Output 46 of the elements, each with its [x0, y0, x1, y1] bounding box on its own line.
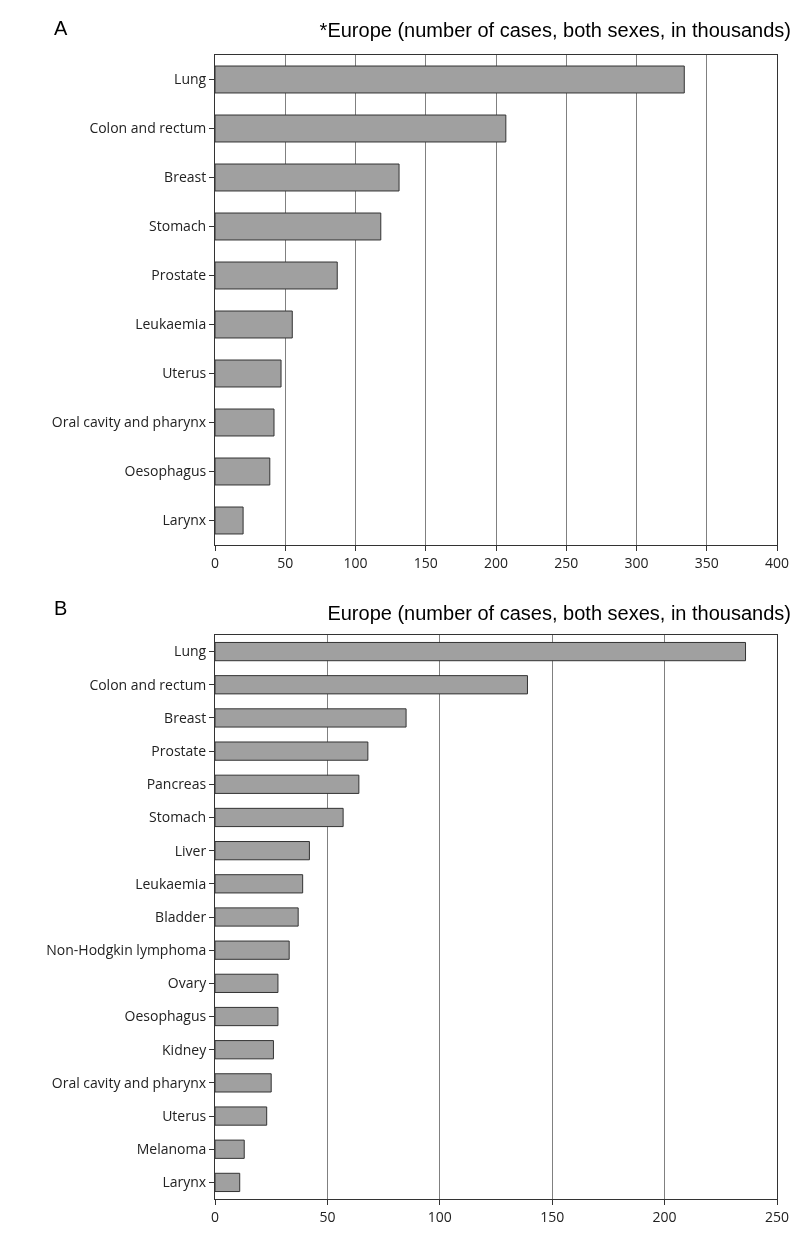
x-tick-label: 400 [764, 552, 790, 572]
x-tick-label: 350 [694, 552, 719, 572]
x-tick-label: 0 [210, 552, 220, 572]
y-tick-label: Oesophagus [124, 461, 207, 481]
y-tick-label: Stomach [149, 807, 207, 827]
y-tick-label: Kidney [162, 1039, 208, 1059]
x-tick-label: 150 [413, 552, 438, 572]
y-tick-label: Stomach [149, 216, 207, 236]
y-tick-label: Bladder [155, 906, 207, 926]
text: B [54, 597, 68, 619]
y-tick-label: Colon and rectum [89, 118, 207, 138]
x-tick-label: 50 [319, 1206, 336, 1226]
y-tick-label: Colon and rectum [89, 674, 207, 694]
y-tick-label: Larynx [162, 510, 207, 530]
y-tick-label: Lung [174, 69, 207, 89]
text: A [54, 17, 68, 39]
y-tick-label: Larynx [162, 1172, 207, 1192]
y-tick-label: Breast [164, 707, 207, 727]
chart-title: *Europe (number of cases, both sexes, in thousands) [319, 19, 792, 42]
x-tick-label: 200 [483, 552, 509, 572]
chart-title: Europe (number of cases, both sexes, in thousands) [327, 602, 792, 625]
x-tick-label: 0 [210, 1206, 220, 1226]
y-tick-label: Uterus [162, 1105, 207, 1125]
y-tick-label: Leukaemia [135, 873, 207, 893]
x-tick-label: 300 [624, 552, 649, 572]
y-tick-label: Oesophagus [124, 1006, 207, 1026]
y-tick-label: Ovary [167, 973, 208, 993]
x-tick-label: 200 [652, 1206, 677, 1226]
y-tick-label: Non-Hodgkin lymphoma [46, 940, 207, 960]
y-tick-label: Oral cavity and pharynx [51, 412, 207, 432]
y-tick-label: Pancreas [146, 774, 207, 794]
y-tick-label: Lung [174, 641, 207, 661]
x-tick-label: 250 [764, 1206, 790, 1226]
y-tick-label: Leukaemia [135, 314, 207, 334]
x-tick-label: 150 [540, 1206, 565, 1226]
x-tick-label: 100 [427, 1206, 452, 1226]
x-tick-label: 100 [343, 552, 368, 572]
y-tick-label: Liver [174, 840, 207, 860]
y-tick-label: Uterus [162, 363, 207, 383]
y-tick-label: Oral cavity and pharynx [51, 1072, 207, 1092]
y-tick-label: Prostate [151, 265, 207, 285]
x-tick-label: 50 [277, 552, 294, 572]
y-tick-label: Breast [164, 167, 207, 187]
y-tick-label: Prostate [151, 741, 207, 761]
x-tick-label: 250 [554, 552, 579, 572]
y-tick-label: Melanoma [136, 1139, 207, 1159]
